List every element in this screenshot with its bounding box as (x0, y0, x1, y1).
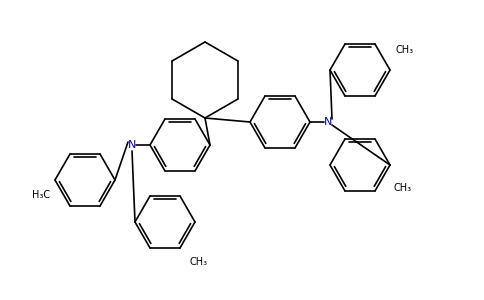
Text: CH₃: CH₃ (190, 257, 208, 267)
Text: CH₃: CH₃ (393, 183, 411, 193)
Text: H₃C: H₃C (32, 190, 50, 200)
Text: N: N (324, 117, 332, 127)
Text: CH₃: CH₃ (395, 45, 413, 55)
Text: N: N (128, 140, 136, 150)
